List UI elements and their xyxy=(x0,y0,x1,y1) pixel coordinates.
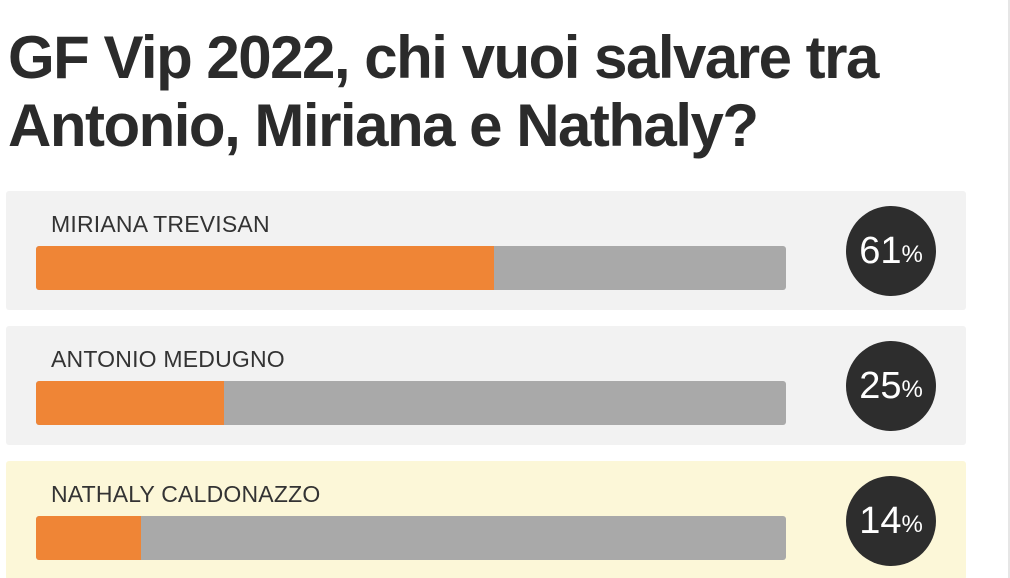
result-bar-track xyxy=(36,516,786,560)
percent-value: 14 xyxy=(859,499,902,542)
result-bar-fill xyxy=(36,516,141,560)
poll-results: MIRIANA TREVISAN 61% ANTONIO MEDUGNO 25%… xyxy=(6,191,966,578)
option-name: ANTONIO MEDUGNO xyxy=(51,346,285,372)
option-name: MIRIANA TREVISAN xyxy=(51,211,270,237)
poll-option-nathaly[interactable]: NATHALY CALDONAZZO 14% xyxy=(6,461,966,578)
percent-value: 25 xyxy=(859,364,902,407)
percent-sign: % xyxy=(901,376,923,403)
percent-badge: 14% xyxy=(846,476,936,566)
result-bar-track xyxy=(36,381,786,425)
poll-title: GF Vip 2022, chi vuoi salvare tra Antoni… xyxy=(8,24,879,159)
percent-sign: % xyxy=(901,511,923,538)
percent-sign: % xyxy=(901,241,923,268)
result-bar-fill xyxy=(36,381,224,425)
percent-badge: 61% xyxy=(846,206,936,296)
result-bar-fill xyxy=(36,246,494,290)
percent-badge: 25% xyxy=(846,341,936,431)
scrollbar-edge xyxy=(1008,0,1010,578)
option-name: NATHALY CALDONAZZO xyxy=(51,481,321,507)
poll-option-miriana[interactable]: MIRIANA TREVISAN 61% xyxy=(6,191,966,310)
result-bar-track xyxy=(36,246,786,290)
poll-option-antonio[interactable]: ANTONIO MEDUGNO 25% xyxy=(6,326,966,445)
percent-value: 61 xyxy=(859,229,902,272)
